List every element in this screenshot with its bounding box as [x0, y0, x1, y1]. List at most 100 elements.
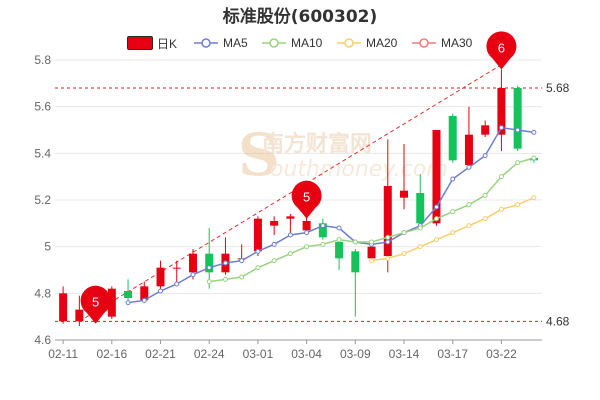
- chart-title: 标准股份(600302): [222, 7, 378, 27]
- reference-label: 5.68: [546, 81, 570, 95]
- ma10-point: [320, 241, 326, 247]
- legend-item-ma20[interactable]: MA20: [337, 32, 397, 54]
- ma10-point: [206, 279, 212, 285]
- ma20-line: [371, 196, 535, 262]
- y-tick-label: 5.6: [34, 100, 51, 114]
- candle-body: [172, 267, 181, 269]
- ma5-point: [174, 281, 180, 287]
- candle: [318, 218, 327, 240]
- candle-body: [383, 186, 392, 256]
- ma5-point: [320, 223, 326, 229]
- reference-lines: 5.68 4.68: [55, 81, 570, 328]
- x-tick-label: 03-09: [340, 347, 371, 361]
- candle-body: [400, 190, 409, 198]
- ma20-line-icon: [337, 38, 361, 48]
- marker-pin-shape: [486, 31, 517, 70]
- ma10-point: [239, 274, 245, 280]
- ma20-point: [433, 237, 439, 243]
- ma5-point: [515, 127, 521, 133]
- ma5-point: [271, 241, 277, 247]
- candle-body: [335, 242, 344, 259]
- legend-item-ma10[interactable]: MA10: [262, 32, 322, 54]
- ma5-point: [206, 265, 212, 271]
- x-tick-label: 03-04: [291, 347, 322, 361]
- trend-line: [79, 64, 502, 322]
- candle-body: [253, 218, 262, 252]
- ma5-point: [158, 288, 164, 294]
- ma10-point: [450, 209, 456, 215]
- candle: [124, 279, 133, 301]
- candle: [286, 214, 295, 233]
- marker-pin-shape: [291, 180, 322, 219]
- ma20-point: [531, 195, 537, 201]
- candle-body: [448, 116, 457, 161]
- candle-body: [416, 193, 425, 224]
- ma10-point: [417, 225, 423, 231]
- x-tick-label: 03-17: [437, 347, 468, 361]
- candle: [156, 260, 165, 289]
- legend-label-ma20: MA20: [366, 36, 398, 50]
- ma5-point: [190, 272, 196, 278]
- legend-label-kline: 日K: [157, 36, 178, 51]
- candle: [481, 120, 490, 137]
- x-tick-label: 03-14: [389, 347, 420, 361]
- ma5-point: [336, 225, 342, 231]
- markers: 5 5 6: [80, 31, 517, 324]
- candle: [221, 237, 230, 275]
- candle: [205, 228, 214, 289]
- ma5-point: [450, 176, 456, 182]
- ma20-point: [466, 223, 472, 229]
- watermark-cn: 南方财富网: [262, 131, 372, 157]
- ma20-point: [401, 251, 407, 257]
- candle-body: [205, 253, 214, 273]
- ma10-point: [304, 244, 310, 250]
- ma5-point: [433, 204, 439, 210]
- ma20-point: [450, 230, 456, 236]
- y-tick-label: 5: [44, 240, 51, 254]
- ma20-series: [369, 195, 537, 264]
- legend-item-kline[interactable]: 日K: [127, 32, 177, 54]
- ma10-point: [498, 174, 504, 180]
- x-tick-label: 02-24: [194, 347, 225, 361]
- y-axis: 4.6 4.8 5 5.2 5.4 5.6 5.8: [34, 53, 51, 347]
- candle-body: [107, 288, 116, 317]
- legend-item-ma30[interactable]: MA30: [412, 32, 472, 54]
- candle: [464, 106, 473, 168]
- candle-body: [367, 246, 376, 259]
- candle: [497, 69, 506, 151]
- candle: [107, 286, 116, 319]
- watermark-logo: S: [238, 121, 280, 189]
- ma10-point: [401, 230, 407, 236]
- legend-label-ma30: MA30: [441, 36, 473, 50]
- trend-line-segment: [79, 64, 502, 322]
- candle: [513, 85, 522, 151]
- ma10-point: [466, 202, 472, 208]
- candle-body: [497, 88, 506, 135]
- y-tick-label: 4.6: [34, 333, 51, 347]
- x-tick-label: 02-16: [96, 347, 127, 361]
- ma10-point: [352, 239, 358, 245]
- candle-body: [513, 88, 522, 149]
- ma10-point: [369, 239, 375, 245]
- candle: [416, 174, 425, 226]
- candle-body: [270, 221, 279, 226]
- ma10-point: [433, 216, 439, 222]
- candle-body: [188, 253, 197, 273]
- x-axis: 02-11 02-16 02-21 02-24 03-01 03-04 03-09 03-14…: [48, 339, 542, 361]
- ma10-point: [531, 155, 537, 161]
- ma10-line-icon: [262, 38, 286, 48]
- x-tick-label: 02-21: [145, 347, 176, 361]
- ma10-point: [515, 160, 521, 166]
- ma10-point: [287, 251, 293, 257]
- y-tick-label: 5.8: [34, 53, 51, 67]
- ma20-point: [369, 258, 375, 264]
- reference-label: 4.68: [546, 314, 570, 328]
- marker-pin-shape: [80, 285, 111, 324]
- legend-label-ma10: MA10: [291, 36, 323, 50]
- ma5-point: [255, 248, 261, 254]
- candle-body: [59, 293, 68, 322]
- legend-item-ma5[interactable]: MA5: [194, 32, 248, 54]
- kline-swatch-icon: [127, 36, 153, 50]
- ma20-point: [498, 206, 504, 212]
